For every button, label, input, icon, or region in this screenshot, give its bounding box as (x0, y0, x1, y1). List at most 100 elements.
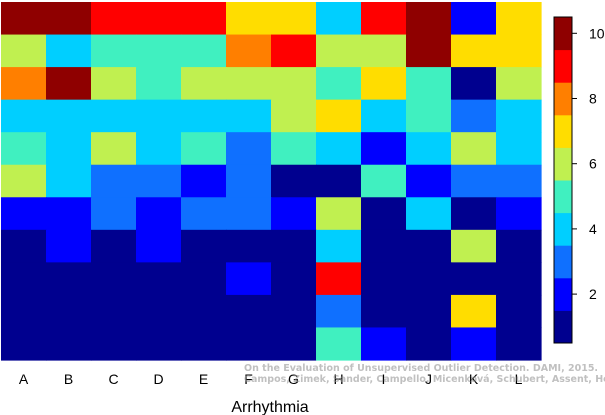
heatmap-cell (361, 99, 407, 133)
heatmap-cell (181, 99, 227, 133)
heatmap-cell (406, 197, 452, 231)
heatmap-cell (271, 294, 317, 329)
heatmap-cell (91, 197, 137, 231)
heatmap-cell (406, 67, 452, 101)
heatmap-cell (226, 229, 272, 263)
heatmap-cell (361, 294, 407, 329)
heatmap-cell (1, 132, 47, 166)
colorbar-tick-label: 8 (589, 91, 597, 107)
colorbar-segment (554, 114, 572, 148)
heatmap-cell (1, 229, 47, 263)
colorbar-segment (554, 17, 572, 51)
heatmap-cell (451, 164, 497, 198)
heatmap-cell (271, 99, 317, 133)
heatmap-cell (226, 2, 272, 36)
heatmap-cell (136, 67, 182, 101)
heatmap-cell (271, 164, 317, 198)
x-tick-label: D (153, 371, 163, 387)
heatmap-cell (496, 132, 542, 166)
heatmap-cell (1, 197, 47, 231)
x-tick-label: A (19, 371, 29, 387)
heatmap-cell (451, 67, 497, 101)
colorbar-segment (554, 310, 572, 344)
colorbar: 2 4 6 8 10 (553, 16, 605, 344)
heatmap-cell (316, 34, 362, 68)
colorbar-segment (554, 212, 572, 246)
heatmap-cell (316, 327, 362, 361)
heatmap-cells (1, 2, 542, 361)
heatmap-cell (451, 2, 497, 36)
heatmap-cell (181, 327, 227, 361)
heatmap-cell (316, 262, 362, 296)
heatmap-cell (136, 2, 182, 36)
colorbar-tick-label: 2 (589, 286, 597, 302)
heatmap-cell (1, 327, 47, 361)
heatmap-cell (361, 67, 407, 101)
colorbar-segment (554, 49, 572, 83)
heatmap-cell (226, 132, 272, 166)
heatmap-cell (361, 262, 407, 296)
heatmap-cell (496, 197, 542, 231)
heatmap-cell (136, 294, 182, 329)
heatmap-cell (1, 67, 47, 101)
heatmap-cell (316, 164, 362, 198)
x-tick-label: G (288, 371, 299, 387)
colorbar-segment (554, 180, 572, 214)
heatmap-cell (316, 132, 362, 166)
heatmap-cell (136, 262, 182, 296)
heatmap-cell (46, 197, 92, 231)
heatmap-cell (226, 294, 272, 329)
heatmap-cell (91, 99, 137, 133)
heatmap-cell (361, 327, 407, 361)
heatmap-cell (271, 34, 317, 68)
colorbar-tick-label: 6 (589, 156, 597, 172)
heatmap-cell (451, 327, 497, 361)
heatmap-cell (496, 327, 542, 361)
colorbar-segment (554, 245, 572, 279)
heatmap-cell (1, 294, 47, 329)
x-tick-label: J (425, 371, 432, 387)
x-axis-ticks: A B C D E F G H I J K L (19, 371, 523, 387)
heatmap-cell (271, 67, 317, 101)
heatmap-cell (496, 262, 542, 296)
heatmap-cell (316, 99, 362, 133)
heatmap-cell (451, 99, 497, 133)
x-tick-label: L (515, 371, 523, 387)
x-tick-label: K (469, 371, 479, 387)
heatmap-cell (361, 229, 407, 263)
heatmap-cell (316, 67, 362, 101)
colorbar-segment (554, 82, 572, 116)
heatmap-cell (406, 2, 452, 36)
heatmap-cell (46, 67, 92, 101)
heatmap-cell (226, 164, 272, 198)
heatmap-cell (496, 229, 542, 263)
heatmap-cell (451, 34, 497, 68)
x-tick-label: F (244, 371, 253, 387)
heatmap-cell (91, 67, 137, 101)
heatmap-cell (406, 327, 452, 361)
heatmap-cell (181, 2, 227, 36)
watermark-line-1: On the Evaluation of Unsupervised Outlie… (244, 363, 599, 374)
colorbar-segment (554, 147, 572, 181)
heatmap-cell (1, 164, 47, 198)
heatmap-cell (181, 262, 227, 296)
heatmap-cell (226, 327, 272, 361)
heatmap-cell (451, 132, 497, 166)
heatmap-cell (406, 229, 452, 263)
heatmap-cell (316, 294, 362, 329)
heatmap-cell (406, 262, 452, 296)
heatmap-cell (1, 34, 47, 68)
heatmap-cell (136, 197, 182, 231)
x-tick-label: I (382, 371, 386, 387)
heatmap-cell (496, 294, 542, 329)
heatmap-cell (46, 99, 92, 133)
heatmap-cell (181, 197, 227, 231)
heatmap-cell (181, 164, 227, 198)
heatmap-cell (226, 99, 272, 133)
heatmap-cell (136, 99, 182, 133)
colorbar-frame (553, 16, 573, 344)
heatmap-cell (1, 2, 47, 36)
heatmap-cell (406, 99, 452, 133)
heatmap-cell (496, 2, 542, 36)
heatmap-cell (451, 262, 497, 296)
